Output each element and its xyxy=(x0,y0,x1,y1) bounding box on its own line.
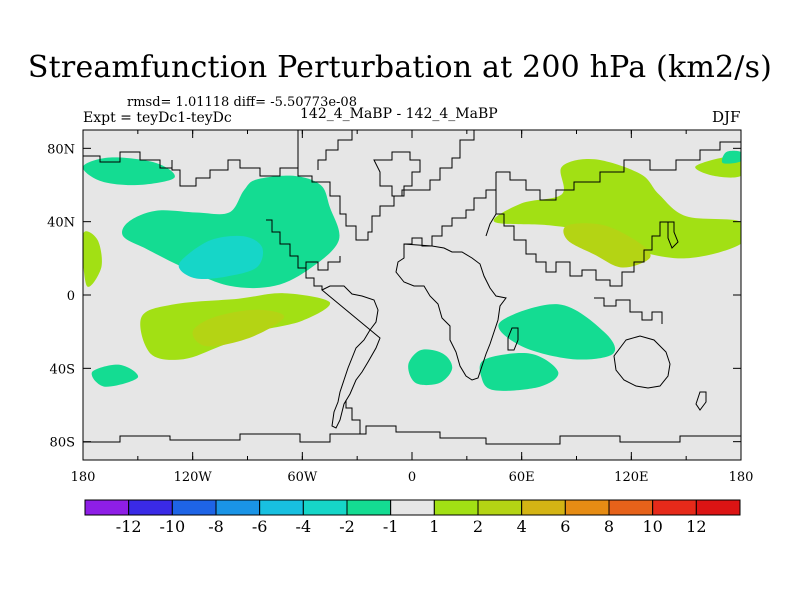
colorbar-label: -1 xyxy=(383,517,399,536)
coast-africa xyxy=(395,243,507,381)
season-label: DJF xyxy=(712,108,741,126)
colorbar-label: 6 xyxy=(560,517,570,536)
contour-asia-positive xyxy=(493,159,741,259)
colorbar-swatch xyxy=(652,499,697,516)
colorbar-label: 10 xyxy=(642,517,662,536)
case-label: 142_4_MaBP - 142_4_MaBP xyxy=(300,106,498,122)
colorbar-swatch xyxy=(608,499,654,516)
colorbar-label: 12 xyxy=(686,517,706,536)
contour-south-indian-negative xyxy=(479,353,559,391)
coast-japan xyxy=(667,221,679,249)
x-tick-label: 60E xyxy=(509,470,535,485)
coast-madagascar xyxy=(507,327,519,351)
colorbar-swatch xyxy=(84,499,130,516)
coast-newzealand xyxy=(695,391,707,411)
colorbar-swatch xyxy=(215,499,261,516)
coast-canada-arctic-islands xyxy=(171,159,298,187)
colorbar: -12 -10 -8 -6 -4 -2 -1 1 2 4 6 8 10 12 xyxy=(84,499,741,536)
rmsd-stats: rmsd= 1.01118 diff= -5.50773e-08 xyxy=(127,95,357,110)
coast-greenland xyxy=(373,151,421,197)
coast-northamerica-west xyxy=(317,130,353,170)
coast-south-america xyxy=(321,285,381,429)
coast-australia xyxy=(613,335,671,389)
colorbar-swatch xyxy=(346,499,392,516)
y-axis: 80N 40N 0 40S 80S xyxy=(47,142,741,451)
y-tick-label: 40N xyxy=(47,216,75,231)
colorbar-swatch xyxy=(390,499,435,516)
y-tick-label: 80S xyxy=(50,436,75,451)
coast-eurasia xyxy=(496,141,741,201)
contour-indian-ocean-negative xyxy=(498,304,616,360)
colorbar-label: 1 xyxy=(429,517,439,536)
contour-north-pacific-negative xyxy=(122,175,340,289)
coast-alaska xyxy=(83,151,172,169)
y-tick-label: 80N xyxy=(47,142,75,157)
colorbar-label: 4 xyxy=(517,517,527,536)
colorbar-label: -4 xyxy=(296,517,312,536)
plot-title: Streamfunction Perturbation at 200 hPa (… xyxy=(27,50,773,85)
x-tick-label: 120W xyxy=(174,470,213,485)
coast-antarctic-peninsula xyxy=(345,400,361,434)
contour-east-pacific-positive xyxy=(83,231,102,287)
coast-central-america xyxy=(305,268,323,290)
contour-tropical-pacific-positive-core xyxy=(192,309,285,347)
x-axis: 180 120W 60W 0 60E 120E 180 xyxy=(71,130,754,485)
colorbar-swatch xyxy=(433,499,479,516)
colorbar-swatch xyxy=(521,499,566,516)
colorbar-swatch xyxy=(477,499,523,516)
coast-europe-africa xyxy=(404,172,497,247)
coast-antarctica xyxy=(83,425,741,445)
colorbar-label: 2 xyxy=(473,517,483,536)
contour-arctic-east-negative xyxy=(721,150,741,164)
y-tick-label: 0 xyxy=(67,289,75,304)
coast-us-west xyxy=(266,219,341,271)
colorbar-swatch xyxy=(564,499,610,516)
y-tick-label: 40S xyxy=(50,362,75,377)
colorbar-label: -12 xyxy=(116,517,142,536)
colorbar-label: -10 xyxy=(159,517,185,536)
coast-asia-south xyxy=(496,213,668,287)
contour-asia-positive-core xyxy=(563,223,651,268)
colorbar-label: -8 xyxy=(208,517,224,536)
colorbar-label: -2 xyxy=(339,517,355,536)
colorbar-swatch xyxy=(695,499,741,516)
contour-south-pacific-negative xyxy=(91,364,139,387)
colorbar-label: -6 xyxy=(252,517,268,536)
coast-indonesia xyxy=(594,297,663,324)
experiment-label: Expt = teyDc1-teyDc xyxy=(83,110,232,126)
x-tick-label: 180 xyxy=(71,470,96,485)
colorbar-label: 8 xyxy=(604,517,614,536)
x-tick-label: 120E xyxy=(614,470,648,485)
colorbar-swatch xyxy=(302,499,348,516)
coast-arctic-northamerica xyxy=(297,130,475,241)
colorbar-swatch xyxy=(171,499,217,516)
colorbar-swatch xyxy=(259,499,304,516)
colorbar-swatch xyxy=(128,499,173,516)
contour-north-america-negative-core xyxy=(178,235,264,279)
contour-arctic-west-negative xyxy=(83,157,175,186)
contour-africa-negative xyxy=(408,349,453,386)
x-tick-label: 60W xyxy=(287,470,318,485)
x-tick-label: 0 xyxy=(408,470,416,485)
coastlines xyxy=(83,130,741,445)
x-tick-label: 180 xyxy=(729,470,754,485)
contour-fills xyxy=(83,150,741,391)
coast-arabia xyxy=(485,190,497,237)
